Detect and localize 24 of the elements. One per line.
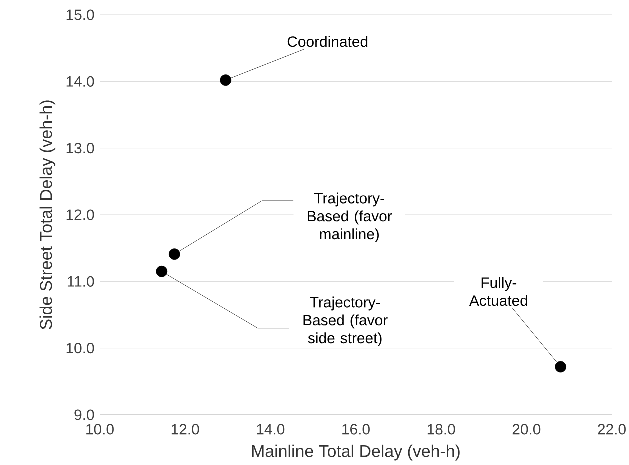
annotation: Coordinated	[288, 36, 368, 48]
annotation: Trajectory-Based (favor mainline)	[308, 192, 392, 243]
annotation: Trajectory-Based (favor side street)	[304, 296, 388, 347]
y-tick-label: 13.0	[66, 143, 94, 154]
x-tick-label: 22.0	[598, 424, 626, 435]
y-axis-title: Side Street Total Delay (veh-h)	[40, 100, 56, 330]
x-tick-label: 20.0	[512, 424, 541, 435]
x-tick-label: 12.0	[172, 424, 200, 435]
y-tick-label: 14.0	[66, 76, 94, 87]
y-tick-label: 9.0	[74, 410, 94, 420]
y-tick-label: 12.0	[66, 210, 94, 220]
point	[156, 266, 168, 278]
annotation: Fully-Actuated	[469, 277, 528, 306]
y-tick-label: 10.0	[66, 343, 94, 354]
x-axis-title: Mainline Total Delay (veh-h)	[252, 444, 460, 461]
x-tick-label: 18.0	[428, 424, 456, 435]
y-tick-label: 15.0	[66, 10, 94, 20]
point	[220, 74, 232, 86]
x-tick-label: 16.0	[342, 424, 370, 435]
x-tick-label: 14.0	[257, 424, 285, 435]
y-tick-label: 11.0	[68, 276, 94, 287]
point	[168, 248, 180, 260]
x-tick-label: 10.0	[86, 424, 114, 435]
point	[555, 361, 567, 373]
